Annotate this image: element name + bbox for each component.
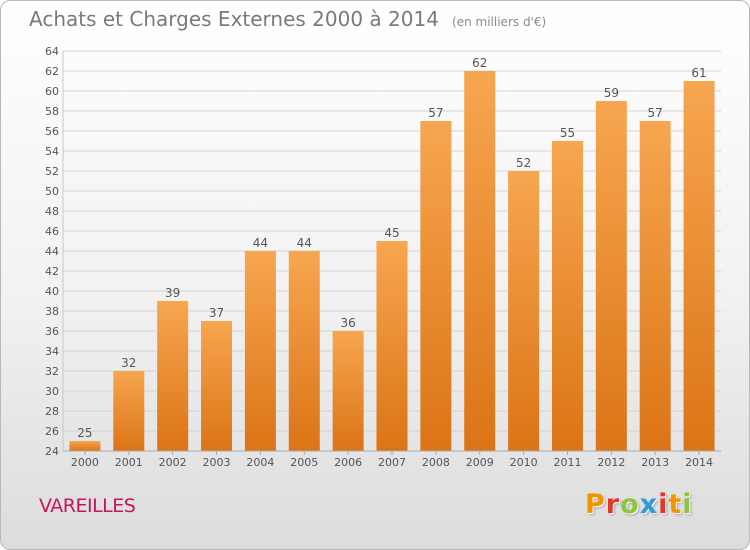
x-tick-label: 2000 xyxy=(71,456,99,469)
data-label: 44 xyxy=(253,236,268,250)
x-axis: 2000 2001 2002 2003 2004 2005 2006 2007 2008 2009… xyxy=(63,450,721,469)
logo-letter: o xyxy=(620,489,640,520)
logo-letter: i xyxy=(658,489,669,520)
bar xyxy=(683,81,715,451)
y-tick-label: 34 xyxy=(45,345,59,358)
logo-letter: P xyxy=(585,489,606,520)
y-tick-label: 48 xyxy=(45,205,59,218)
logo-letter: t xyxy=(668,489,683,520)
y-tick-label: 56 xyxy=(45,125,59,138)
data-label: 57 xyxy=(648,106,663,120)
data-label: 52 xyxy=(516,156,531,170)
bar xyxy=(420,121,452,451)
data-labels: 25 32 39 37 44 44 36 45 57 62 52 55 59 57 61 xyxy=(77,56,706,440)
x-tick-label: 2011 xyxy=(553,456,581,469)
y-tick-label: 62 xyxy=(45,65,59,78)
bar xyxy=(157,301,189,451)
place-name: VAREILLES xyxy=(39,495,136,517)
bar xyxy=(113,371,145,451)
bar xyxy=(244,251,276,451)
data-label: 37 xyxy=(209,306,224,320)
bar xyxy=(69,441,101,451)
data-label: 57 xyxy=(428,106,443,120)
data-label: 39 xyxy=(165,286,180,300)
chart-title: Achats et Charges Externes 2000 à 2014 (… xyxy=(29,7,546,31)
bar xyxy=(595,101,627,451)
y-tick-label: 44 xyxy=(45,245,59,258)
x-tick-label: 2005 xyxy=(290,456,318,469)
y-tick-label: 60 xyxy=(45,85,59,98)
data-label: 32 xyxy=(121,356,136,370)
y-tick-label: 46 xyxy=(45,225,59,238)
bar xyxy=(508,171,540,451)
data-label: 61 xyxy=(691,66,706,80)
y-tick-label: 40 xyxy=(45,285,59,298)
chart-unit-text: (en milliers d'€) xyxy=(452,15,547,29)
y-tick-label: 52 xyxy=(45,165,59,178)
bar xyxy=(332,331,364,451)
bar xyxy=(464,71,496,451)
bars xyxy=(69,71,715,451)
y-tick-label: 54 xyxy=(45,145,59,158)
x-tick-label: 2002 xyxy=(159,456,187,469)
y-tick-label: 64 xyxy=(45,45,59,58)
y-tick-label: 36 xyxy=(45,325,59,338)
chart-title-text: Achats et Charges Externes 2000 à 2014 xyxy=(29,7,439,31)
x-tick-label: 2001 xyxy=(115,456,143,469)
proxiti-logo: Proxiti xyxy=(585,489,693,520)
data-label: 59 xyxy=(604,86,619,100)
y-tick-label: 24 xyxy=(45,445,59,458)
x-tick-label: 2007 xyxy=(378,456,406,469)
data-label: 44 xyxy=(297,236,312,250)
bar xyxy=(288,251,320,451)
x-tick-label: 2006 xyxy=(334,456,362,469)
x-tick-label: 2013 xyxy=(641,456,669,469)
y-tick-label: 50 xyxy=(45,185,59,198)
data-label: 62 xyxy=(472,56,487,70)
bar xyxy=(201,321,233,451)
logo-letter: x xyxy=(639,489,659,520)
y-tick-label: 30 xyxy=(45,385,59,398)
y-tick-label: 58 xyxy=(45,105,59,118)
y-axis: 24 26 28 30 32 34 36 38 40 42 44 46 48 50 52 54 56 58 60 62… xyxy=(45,45,64,458)
data-label: 25 xyxy=(77,426,92,440)
data-label: 36 xyxy=(340,316,355,330)
y-tick-label: 42 xyxy=(45,265,59,278)
data-label: 45 xyxy=(384,226,399,240)
y-tick-label: 38 xyxy=(45,305,59,318)
data-label: 55 xyxy=(560,126,575,140)
x-tick-label: 2012 xyxy=(597,456,625,469)
bar xyxy=(551,141,583,451)
logo-letter: i xyxy=(682,489,693,520)
x-tick-label: 2014 xyxy=(685,456,713,469)
bar xyxy=(376,241,408,451)
x-tick-label: 2004 xyxy=(246,456,274,469)
x-tick-label: 2008 xyxy=(422,456,450,469)
y-tick-label: 32 xyxy=(45,365,59,378)
x-tick-label: 2009 xyxy=(466,456,494,469)
x-tick-label: 2010 xyxy=(510,456,538,469)
x-tick-label: 2003 xyxy=(203,456,231,469)
bar xyxy=(639,121,671,451)
y-tick-label: 26 xyxy=(45,425,59,438)
y-tick-label: 28 xyxy=(45,405,59,418)
logo-letter: r xyxy=(605,489,621,520)
